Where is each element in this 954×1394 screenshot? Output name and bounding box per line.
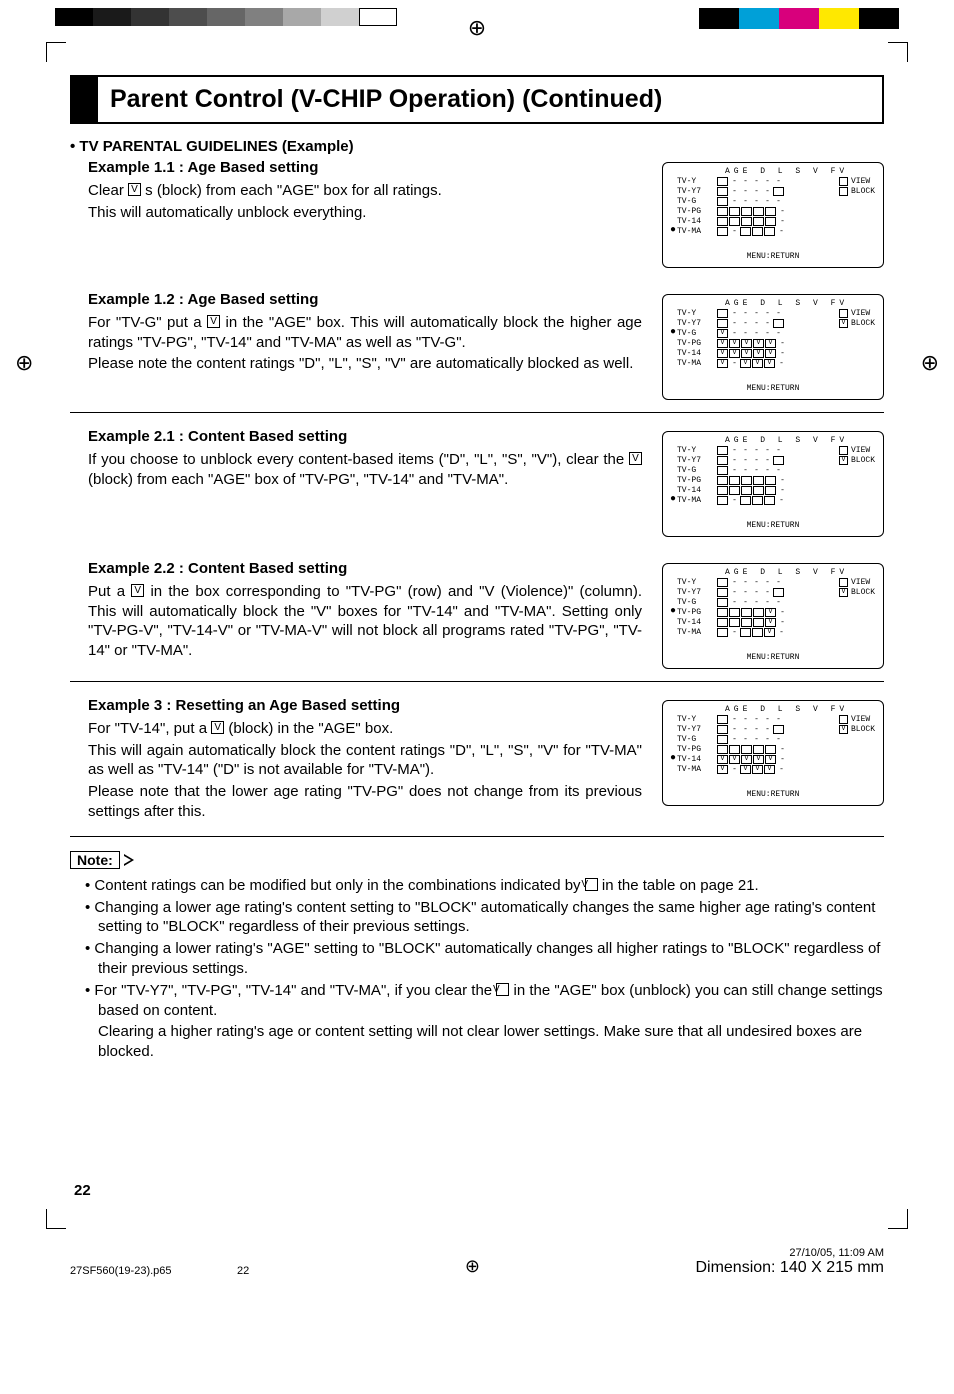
note-arrow-icon bbox=[124, 854, 134, 866]
body-text: For "TV-14", put a V (block) in the "AGE… bbox=[88, 719, 642, 739]
v-box-icon: V bbox=[585, 878, 598, 891]
v-box-icon: V bbox=[207, 315, 220, 328]
print-marks-bottom bbox=[0, 1209, 954, 1239]
example-1-2: Example 1.2 : Age Based setting For "TV-… bbox=[70, 290, 884, 400]
section-heading: • TV PARENTAL GUIDELINES (Example) bbox=[70, 138, 884, 155]
example-heading: Example 3 : Resetting an Age Based setti… bbox=[88, 696, 642, 716]
example-heading: Example 1.2 : Age Based setting bbox=[88, 290, 642, 310]
note-item: Changing a lower rating's "AGE" setting … bbox=[98, 939, 884, 979]
v-box-icon: V bbox=[496, 983, 509, 996]
example-heading: Example 2.2 : Content Based setting bbox=[88, 559, 642, 579]
rating-grid: AGE D L S V FVTV-Y-----TV-Y7----TV-G----… bbox=[662, 700, 884, 806]
note-item: For "TV-Y7", "TV-PG", "TV-14" and "TV-MA… bbox=[98, 981, 884, 1021]
rating-grid: AGE D L S V FVTV-Y-----TV-Y7----TV-G----… bbox=[662, 162, 884, 268]
example-heading: Example 2.1 : Content Based setting bbox=[88, 427, 642, 447]
v-box-icon: V bbox=[629, 452, 642, 465]
crop-mark-icon bbox=[888, 42, 908, 62]
registration-mark-icon: ⊕ bbox=[468, 15, 486, 41]
notes-list: Content ratings can be modified but only… bbox=[70, 876, 884, 1062]
example-2-2: Example 2.2 : Content Based setting Put … bbox=[70, 559, 884, 669]
note-section: Note: Content ratings can be modified bu… bbox=[70, 851, 884, 1062]
page-title: Parent Control (V-CHIP Operation) (Conti… bbox=[110, 85, 662, 113]
rating-grid: AGE D L S V FVTV-Y-----TV-Y7----●TV-GV--… bbox=[662, 294, 884, 400]
rating-grid: AGE D L S V FVTV-Y-----TV-Y7----TV-G----… bbox=[662, 563, 884, 669]
divider bbox=[70, 412, 884, 413]
registration-mark-icon: ⊕ bbox=[465, 1256, 480, 1277]
body-text: This will again automatically block the … bbox=[88, 741, 642, 781]
crop-mark-icon bbox=[888, 1209, 908, 1229]
example-1-1: Example 1.1 : Age Based setting Clear V … bbox=[70, 158, 884, 268]
footer-timestamp: 27/10/05, 11:09 AM bbox=[695, 1247, 884, 1259]
note-item: Clearing a higher rating's age or conten… bbox=[98, 1022, 884, 1062]
example-heading: Example 1.1 : Age Based setting bbox=[88, 158, 642, 178]
body-text: This will automatically unblock everythi… bbox=[88, 203, 642, 223]
footer: 27SF560(19-23).p65 22 ⊕ 27/10/05, 11:09 … bbox=[0, 1239, 954, 1283]
example-3: Example 3 : Resetting an Age Based setti… bbox=[70, 696, 884, 824]
note-item: Content ratings can be modified but only… bbox=[98, 876, 884, 896]
footer-filename: 27SF560(19-23).p65 bbox=[70, 1265, 172, 1277]
cmyk-bars bbox=[699, 8, 899, 29]
divider bbox=[70, 836, 884, 837]
body-text: Clear V s (block) from each "AGE" box fo… bbox=[88, 181, 642, 201]
print-marks-top: ⊕ bbox=[0, 0, 954, 60]
example-2-1: Example 2.1 : Content Based setting If y… bbox=[70, 427, 884, 537]
footer-pagenum: 22 bbox=[237, 1265, 249, 1277]
note-label: Note: bbox=[70, 851, 120, 869]
crop-mark-icon bbox=[46, 42, 66, 62]
body-text: If you choose to unblock every content-b… bbox=[88, 450, 642, 490]
rating-grid: AGE D L S V FVTV-Y-----TV-Y7----TV-G----… bbox=[662, 431, 884, 537]
page-number: 22 bbox=[74, 1182, 884, 1199]
divider bbox=[70, 681, 884, 682]
v-box-icon: V bbox=[211, 721, 224, 734]
body-text: Put a V in the box corresponding to "TV-… bbox=[88, 582, 642, 661]
footer-dimension: Dimension: 140 X 215 mm bbox=[695, 1259, 884, 1277]
v-box-icon: V bbox=[131, 584, 144, 597]
v-box-icon: V bbox=[128, 183, 141, 196]
title-bar: Parent Control (V-CHIP Operation) (Conti… bbox=[70, 75, 884, 124]
body-text: Please note the content ratings "D", "L"… bbox=[88, 354, 642, 374]
crop-mark-icon bbox=[46, 1209, 66, 1229]
body-text: For "TV-G" put a V in the "AGE" box. Thi… bbox=[88, 313, 642, 353]
gray-bars bbox=[55, 8, 397, 26]
note-item: Changing a lower age rating's content se… bbox=[98, 898, 884, 938]
page-body: Parent Control (V-CHIP Operation) (Conti… bbox=[0, 60, 954, 1209]
footer-right: 27/10/05, 11:09 AM Dimension: 140 X 215 … bbox=[695, 1247, 884, 1277]
body-text: Please note that the lower age rating "T… bbox=[88, 782, 642, 822]
